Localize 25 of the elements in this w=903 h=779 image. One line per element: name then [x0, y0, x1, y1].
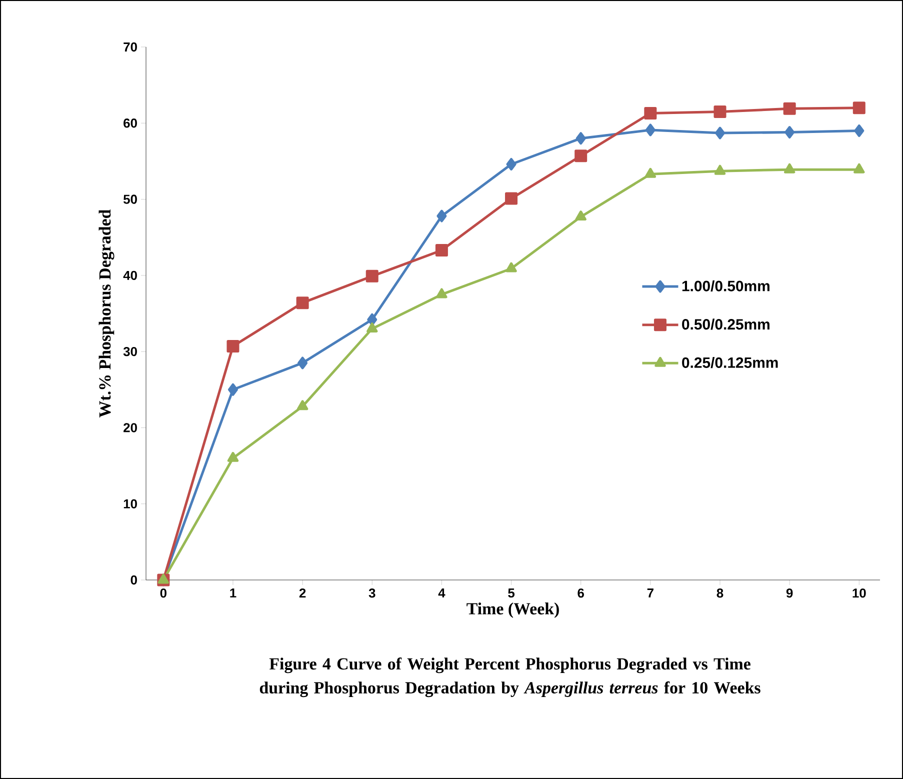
y-tick-label: 70	[124, 42, 137, 52]
x-tick-label: 8	[716, 588, 724, 598]
x-tick-label: 2	[299, 588, 306, 598]
y-tick-label: 30	[123, 346, 137, 356]
caption: Figure 4 Curve of Weight Percent Phosphorus Degraded vs Time during Phosphorus Degradation by Aspergillus terreus for 10 Weeks	[260, 658, 760, 698]
x-tick-label: 1	[230, 588, 236, 598]
x-tick-label: 4	[438, 588, 446, 598]
x-tick-label: 7	[647, 588, 654, 598]
legend-label: 0.50/0.25mm	[682, 318, 770, 330]
y-tick-label: 20	[124, 423, 137, 432]
x-axis-title: Time (Week)	[466, 602, 559, 618]
x-tick-label: 6	[578, 588, 584, 598]
y-tick-label: 0	[130, 575, 137, 585]
x-tick-label: 0	[160, 588, 166, 598]
y-axis-title: Wt.% Phosphorus Degraded	[98, 209, 114, 418]
x-tick-label: 3	[368, 588, 376, 598]
y-tick-label: 10	[124, 499, 137, 508]
x-tick-label: 10	[852, 588, 866, 598]
y-tick-label: 40	[123, 270, 137, 280]
y-tick-label: 60	[124, 118, 137, 128]
x-tick-label: 9	[786, 588, 793, 598]
legend-label: 1.00/0.50mm	[682, 280, 770, 292]
legend-label: 0.25/0.125mm	[682, 356, 778, 368]
y-tick-label: 50	[123, 194, 137, 204]
x-tick-label: 5	[508, 588, 515, 598]
